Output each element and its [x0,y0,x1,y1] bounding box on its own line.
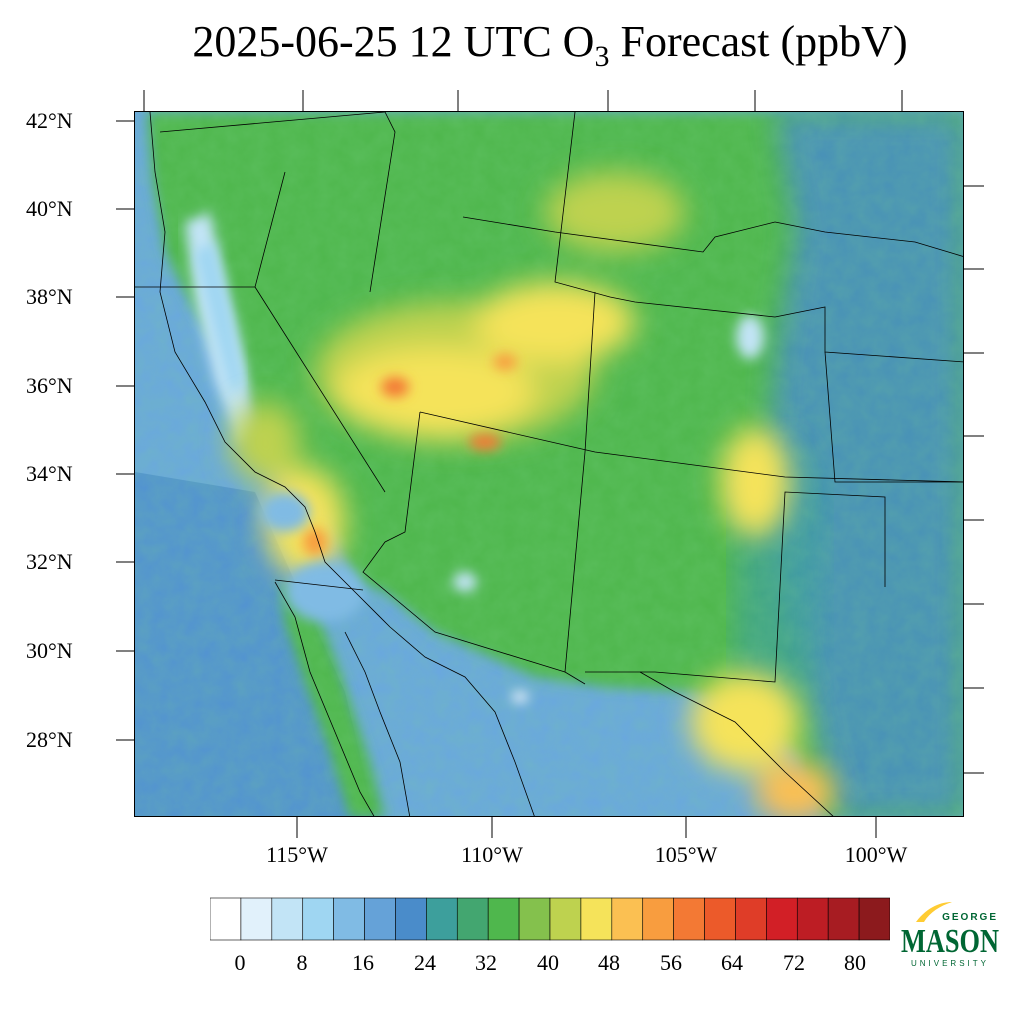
high-ozone-fields [230,172,835,816]
lat-label-36n: 36°N [26,373,73,398]
title-prefix: 2025-06-25 12 UTC O [192,17,595,66]
title-subscript: 3 [594,40,610,73]
colorbar-label-8: 8 [296,950,308,975]
map-canvas [135,112,963,816]
colorbar-swatch [271,897,304,941]
colorbar-label-16: 16 [352,950,374,975]
colorbar-swatch [611,897,644,941]
colorbar-swatch [395,897,427,941]
colorbar-swatch [487,897,520,941]
colorbar-swatch [580,897,613,941]
colorbar [210,897,890,941]
political-borders [135,112,963,816]
lat-label-30n: 30°N [26,638,73,663]
colorbar-swatch [827,897,860,941]
logo-line-university: UNIVERSITY [911,959,989,968]
colorbar-swatch [240,897,273,941]
logo-line-george: GEORGE [942,912,998,923]
lat-label-38n: 38°N [26,284,73,309]
central-valley-low-inner [195,242,243,397]
colorbar-label-32: 32 [475,950,497,975]
colorbar-swatch [858,897,890,941]
logo-line-mason: MASON [901,923,999,960]
colorbar-swatch [766,897,798,941]
colorbar-swatch [210,897,242,941]
colorbar-label-56: 56 [660,950,682,975]
colorbar-swatch [364,897,396,941]
colorbar-swatch [333,897,365,941]
colorbar-swatch [642,897,674,941]
logo-swoosh [916,902,952,922]
coastlines [149,112,535,816]
colorbar-label-64: 64 [721,950,743,975]
lat-label-28n: 28°N [26,727,73,752]
colorbar-label-40: 40 [537,950,559,975]
colorbar-swatch [456,897,489,941]
lon-label-115w: 115°W [266,842,328,867]
colorbar-label-80: 80 [844,950,866,975]
lat-label-42n: 42°N [26,108,73,133]
colorbar-label-48: 48 [598,950,620,975]
ozone-forecast-map [134,111,964,817]
lon-label-105w: 105°W [654,842,718,867]
colorbar-swatch [302,897,334,941]
lat-label-34n: 34°N [26,461,73,486]
colorbar-swatch [549,897,582,941]
lon-label-100w: 100°W [844,842,908,867]
colorbar-swatch [426,897,458,941]
colorbar-swatch [673,897,705,941]
title-suffix: Forecast (ppbV) [609,17,908,66]
chart-title: 2025-06-25 12 UTC O3 Forecast (ppbV) [0,14,1024,73]
low-ozone-patches [260,315,764,702]
lon-label-110w: 110°W [461,842,523,867]
lat-label-32n: 32°N [26,549,73,574]
lat-label-40n: 40°N [26,196,73,221]
colorbar-label-24: 24 [414,950,436,975]
gmu-logo: GEORGE MASON UNIVERSITY [901,902,999,968]
colorbar-label-72: 72 [783,950,805,975]
colorbar-swatch [518,897,551,941]
colorbar-swatch [796,897,829,941]
colorbar-swatch [704,897,736,941]
colorbar-swatch [735,897,767,941]
colorbar-label-0: 0 [234,950,246,975]
